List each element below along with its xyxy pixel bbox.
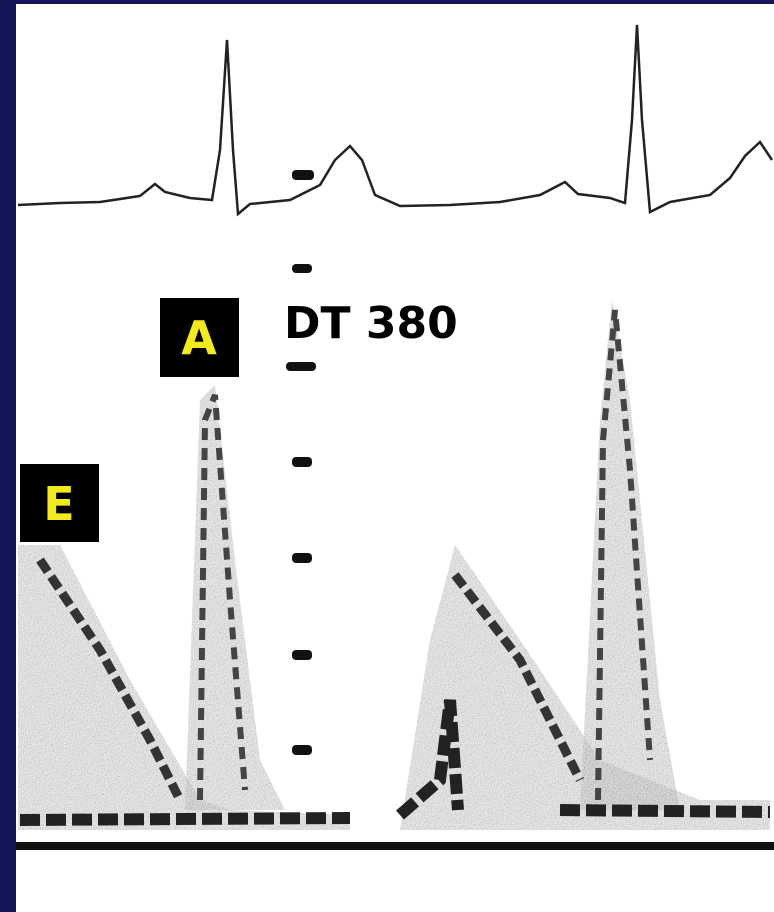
scale-marks [286,170,316,755]
dt-label: DT 380 [284,298,458,349]
a-label-box [160,298,239,377]
a-wave-label: A [181,311,217,365]
baseline [16,842,774,850]
doppler-signal [18,300,771,895]
e-wave-label: E [43,477,74,531]
ecg-trace [17,24,774,217]
e-label-box [20,464,99,542]
